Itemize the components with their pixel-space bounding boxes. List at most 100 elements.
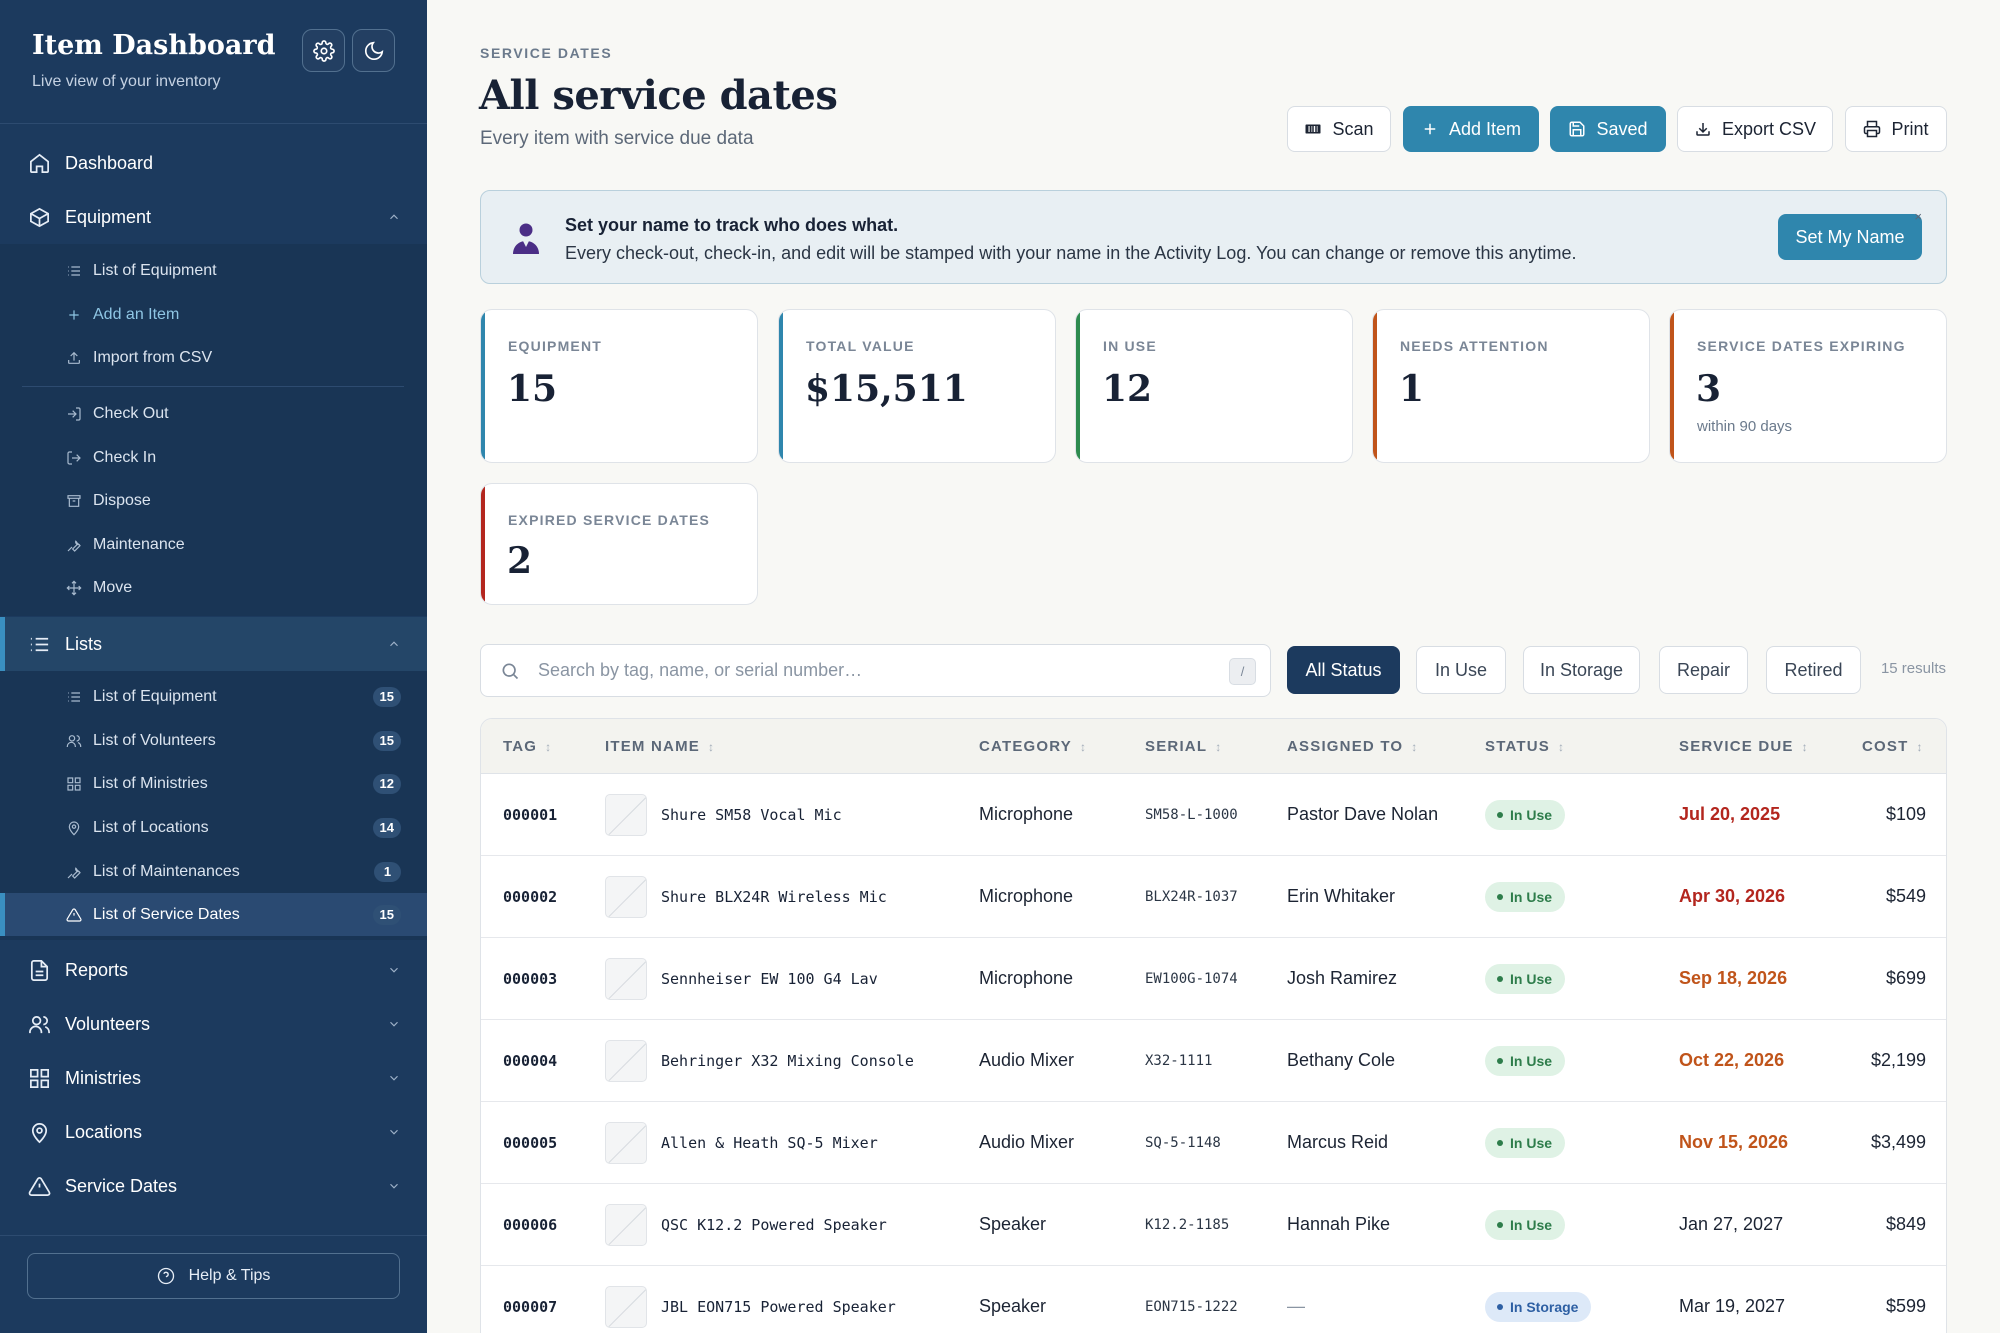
home-icon [30,153,49,173]
nav-label: Equipment [65,206,152,227]
table-row[interactable]: 000004 Behringer X32 Mixing Console Audi… [481,1020,1946,1102]
close-icon[interactable]: × [1914,209,1922,224]
set-my-name-button[interactable]: Set My Name [1778,214,1922,260]
settings-button[interactable] [302,29,345,72]
sidebar-item-import-from-csv[interactable]: Import from CSV [0,336,427,379]
scan-button[interactable]: Scan [1287,106,1391,152]
cell-item-name: Shure SM58 Vocal Mic [605,774,842,855]
column-header-assigned-to[interactable]: ASSIGNED TO ↕ [1287,738,1419,755]
nav-locations[interactable]: Locations [0,1105,427,1159]
status-badge: In Use [1485,1127,1566,1158]
sort-icon: ↕ [1079,740,1088,754]
filter-repair[interactable]: Repair [1659,646,1748,694]
chevron-down-icon [390,1129,398,1135]
sidebar-item-label: Move [93,578,133,596]
stat-note: within 90 days [1697,418,1793,435]
sidebar-item-move[interactable]: Move [0,566,427,609]
table-row[interactable]: 000003 Sennheiser EW 100 G4 Lav Micropho… [481,938,1946,1020]
column-header-service-due[interactable]: SERVICE DUE ↕ [1679,738,1809,755]
cell-tag: 000005 [503,1133,558,1152]
column-header-tag[interactable]: TAG ↕ [503,738,553,755]
banner-text: Every check-out, check-in, and edit will… [565,243,1577,263]
cell-service-due: Jul 20, 2025 [1679,804,1781,824]
cell-assigned-to: Josh Ramirez [1287,968,1398,988]
cell-item-name: Shure BLX24R Wireless Mic [605,856,887,937]
table-row[interactable]: 000006 QSC K12.2 Powered Speaker Speaker… [481,1184,1946,1266]
filter-in-use[interactable]: In Use [1416,646,1506,694]
nav-equipment[interactable]: Equipment [0,190,427,244]
filter-retired[interactable]: Retired [1766,646,1861,694]
filter-in-storage[interactable]: In Storage [1523,646,1640,694]
sidebar-divider [0,1235,427,1236]
list-icon [30,637,49,651]
sign-out-icon [67,450,81,465]
sidebar-item-add-an-item[interactable]: Add an Item [0,293,427,336]
sidebar-item-maintenance[interactable]: Maintenance [0,523,427,566]
column-header-item-name[interactable]: ITEM NAME ↕ [605,738,716,755]
cell-cost: $2,199 [1870,1050,1926,1070]
column-header-category[interactable]: CATEGORY ↕ [979,738,1088,755]
nav-label: Lists [65,633,103,654]
cell-service-due: Sep 18, 2026 [1679,968,1788,988]
nav-volunteers[interactable]: Volunteers [0,997,427,1051]
sidebar-item-dispose[interactable]: Dispose [0,479,427,522]
grid-icon [30,1068,49,1088]
plus-icon [69,309,79,320]
nav-service-dates[interactable]: Service Dates [0,1159,427,1213]
nav-reports[interactable]: Reports [0,943,427,997]
stat-label: SERVICE DATES EXPIRING [1697,338,1906,354]
cell-category: Microphone [979,804,1074,824]
table-row[interactable]: 000001 Shure SM58 Vocal Mic Microphone S… [481,774,1946,856]
sidebar-item-label: Maintenance [93,535,185,553]
column-header-serial[interactable]: SERIAL ↕ [1145,738,1223,755]
search-input[interactable]: Search by tag, name, or serial number… / [480,644,1271,697]
nav-label: Ministries [65,1067,142,1088]
sidebar-item-list-of-volunteers[interactable]: List of Volunteers 15 [0,719,427,762]
status-badge: In Storage [1485,1291,1592,1322]
stat-label: EQUIPMENT [508,338,603,354]
search-icon [502,663,519,680]
table-row[interactable]: 000002 Shure BLX24R Wireless Mic Microph… [481,856,1946,938]
table-row[interactable]: 000005 Allen & Heath SQ-5 Mixer Audio Mi… [481,1102,1946,1184]
status-badge: In Use [1485,1045,1566,1076]
table-row[interactable]: 000007 JBL EON715 Powered Speaker Speake… [481,1266,1946,1333]
column-header-status[interactable]: STATUS ↕ [1485,738,1566,755]
active-indicator [0,617,5,671]
equipment-submenu [0,244,427,616]
print-button[interactable]: Print [1845,106,1947,152]
cell-category: Microphone [979,886,1074,906]
stat-card-expired-service-dates: EXPIRED SERVICE DATES 2 [480,483,758,605]
column-header-cost[interactable]: COST ↕ [1862,738,1924,755]
saved-label: Saved [1596,118,1648,139]
stat-label: IN USE [1103,338,1157,354]
help-button[interactable]: Help & Tips [27,1253,400,1299]
nav-dashboard[interactable]: Dashboard [0,136,427,190]
users-icon [29,1015,50,1033]
stat-value: 2 [507,540,533,582]
sidebar-item-list-of-equipment[interactable]: List of Equipment 15 [0,675,427,718]
sidebar-item-list-of-equipment[interactable]: List of Equipment [0,249,427,292]
chevron-up-icon [390,214,398,220]
sidebar-item-list-of-ministries[interactable]: List of Ministries 12 [0,762,427,805]
active-indicator [0,893,5,936]
cell-status: In Storage [1485,1266,1592,1333]
sidebar-item-label: List of Volunteers [93,731,216,749]
sidebar-item-list-of-service-dates[interactable]: List of Service Dates 15 [0,893,427,936]
warning-icon [66,907,82,922]
sidebar-item-list-of-locations[interactable]: List of Locations 14 [0,806,427,849]
cell-assigned-to: Bethany Cole [1287,1050,1396,1070]
nav-ministries[interactable]: Ministries [0,1051,427,1105]
sidebar-item-check-out[interactable]: Check Out [0,392,427,435]
cell-category: Audio Mixer [979,1132,1075,1152]
sidebar-item-check-in[interactable]: Check In [0,436,427,479]
nav-lists[interactable]: Lists [0,617,427,671]
chevron-up-icon [390,641,398,647]
document-icon [30,959,49,981]
add-item-button[interactable]: Add Item [1403,106,1539,152]
cell-serial: X32-1111 [1145,1052,1213,1069]
sidebar-item-list-of-maintenances[interactable]: List of Maintenances 1 [0,850,427,893]
saved-button[interactable]: Saved [1550,106,1666,152]
dark-mode-toggle[interactable] [352,29,395,72]
export-csv-button[interactable]: Export CSV [1677,106,1833,152]
filter-all-status[interactable]: All Status [1287,646,1400,694]
